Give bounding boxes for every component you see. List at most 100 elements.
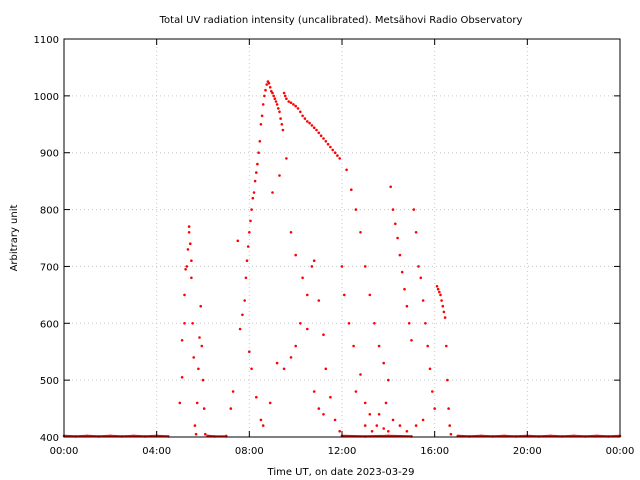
- baseline-points: [538, 434, 551, 438]
- data-point: [391, 208, 395, 211]
- x-tick-label: 08:00: [235, 446, 264, 457]
- baseline-points: [98, 434, 111, 438]
- y-tick-label: 400: [40, 433, 59, 444]
- data-point: [271, 191, 274, 194]
- data-point: [338, 157, 342, 160]
- data-point: [359, 231, 362, 234]
- data-point: [382, 361, 386, 365]
- data-point: [329, 395, 332, 399]
- data-point: [317, 299, 321, 302]
- y-axis-label: Arbitrary unit: [9, 205, 20, 272]
- data-point: [417, 265, 420, 268]
- y-tick-label: 600: [40, 319, 59, 330]
- data-point: [246, 245, 250, 248]
- y-tick-label: 700: [40, 262, 59, 273]
- data-point: [306, 293, 309, 297]
- data-point: [250, 367, 253, 371]
- data-point: [343, 293, 346, 297]
- data-point: [322, 413, 325, 416]
- data-point: [441, 304, 445, 308]
- data-point: [446, 378, 449, 382]
- data-point: [310, 265, 314, 268]
- data-point: [258, 140, 262, 143]
- data-point: [384, 401, 388, 405]
- data-point: [254, 171, 258, 174]
- data-point: [312, 390, 316, 393]
- x-tick-label: 00:00: [50, 446, 79, 457]
- x-tick-label: 00:00: [606, 446, 635, 457]
- baseline-points: [596, 434, 609, 438]
- data-point: [410, 339, 413, 342]
- data-point: [199, 304, 202, 308]
- data-point: [326, 142, 330, 146]
- data-point: [204, 432, 207, 436]
- data-point: [257, 151, 260, 154]
- data-point: [238, 327, 242, 331]
- baseline-points: [388, 434, 412, 438]
- data-point: [201, 378, 205, 382]
- data-point: [241, 313, 244, 317]
- baseline-points: [608, 434, 621, 438]
- data-point: [315, 128, 318, 132]
- data-point: [194, 432, 198, 436]
- data-point: [252, 191, 256, 194]
- data-point: [414, 424, 418, 427]
- data-point: [294, 253, 298, 257]
- data-point: [198, 336, 201, 339]
- data-point: [312, 126, 316, 129]
- data-point: [299, 322, 302, 325]
- data-point: [277, 107, 280, 110]
- data-point: [445, 344, 448, 348]
- data-point: [180, 339, 184, 342]
- data-point: [253, 179, 257, 183]
- data-point: [268, 86, 272, 89]
- data-point: [436, 287, 440, 291]
- data-point: [187, 225, 191, 228]
- data-point: [373, 322, 376, 325]
- data-point: [359, 373, 362, 376]
- data-point: [283, 94, 287, 98]
- data-point: [250, 208, 253, 211]
- data-point: [289, 231, 293, 234]
- baseline-points: [365, 434, 389, 438]
- data-point: [317, 131, 321, 135]
- data-point: [319, 134, 323, 137]
- data-point: [292, 103, 295, 106]
- data-point: [178, 401, 182, 405]
- data-point: [333, 418, 337, 422]
- data-point: [447, 407, 450, 410]
- data-point: [192, 356, 195, 359]
- data-point: [251, 196, 255, 200]
- data-point: [424, 322, 427, 325]
- data-point: [249, 219, 252, 223]
- data-point: [370, 430, 374, 433]
- data-point: [350, 188, 353, 191]
- y-tick-label: 1000: [34, 92, 59, 103]
- baseline-points: [469, 434, 482, 438]
- y-tick-label: 900: [40, 149, 59, 160]
- data-point: [382, 427, 386, 430]
- data-point: [431, 390, 434, 393]
- data-point: [236, 239, 240, 243]
- data-point: [193, 424, 197, 427]
- data-point: [301, 114, 304, 118]
- x-tick-label: 16:00: [420, 446, 449, 457]
- data-point: [229, 407, 233, 410]
- data-point: [186, 248, 190, 251]
- data-point: [421, 418, 425, 422]
- data-point: [440, 299, 443, 302]
- data-point: [183, 322, 186, 325]
- baseline-points: [585, 434, 597, 438]
- data-points: [62, 80, 622, 438]
- baseline-points: [550, 434, 563, 438]
- x-tick-label: 20:00: [513, 446, 542, 457]
- data-point: [405, 304, 409, 308]
- data-point: [268, 401, 272, 405]
- data-point: [331, 148, 335, 152]
- data-point: [285, 157, 288, 160]
- data-point: [256, 162, 259, 166]
- data-point: [354, 390, 358, 393]
- data-point: [259, 418, 263, 422]
- data-point: [245, 259, 249, 263]
